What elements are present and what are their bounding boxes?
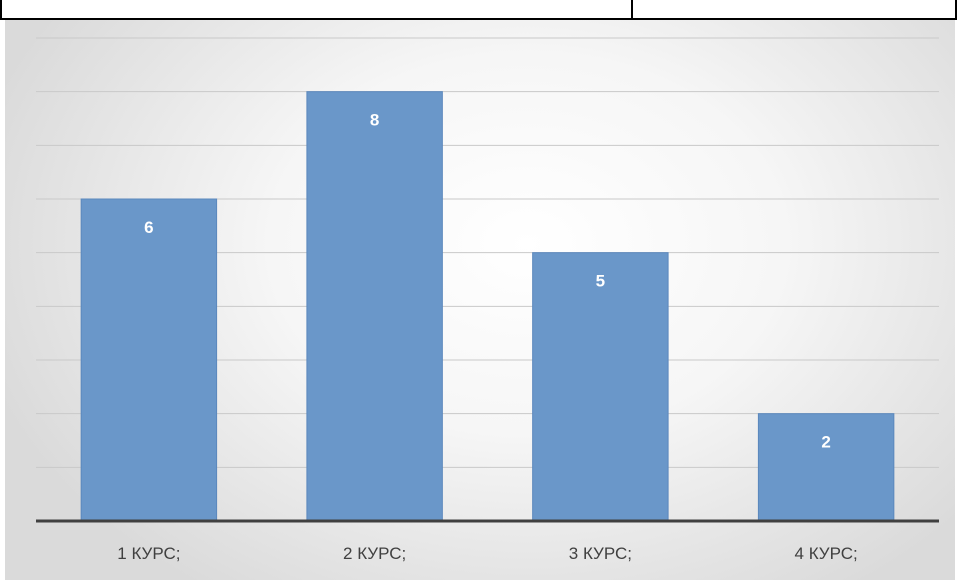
table-cell-divider: [631, 0, 633, 20]
data-label-2: 8: [370, 111, 379, 130]
bars: [80, 91, 895, 522]
x-tick-label-3: 3 КУРС;: [569, 544, 632, 563]
bar-4: [757, 413, 895, 522]
data-label-4: 2: [821, 433, 830, 452]
table-right-border: [955, 0, 957, 20]
data-label-3: 5: [596, 272, 605, 291]
data-labels: 6 8 5 2: [144, 111, 831, 452]
bar-chart-svg: 6 8 5 2 1 КУРС; 2 КУРС; 3 КУРС; 4 КУРС;: [36, 37, 939, 563]
x-tick-label-2: 2 КУРС;: [343, 544, 406, 563]
x-tick-label-4: 4 КУРС;: [795, 544, 858, 563]
table-border-fragment: [0, 0, 957, 20]
x-tick-label-1: 1 КУРС;: [117, 544, 180, 563]
x-tick-labels: 1 КУРС; 2 КУРС; 3 КУРС; 4 КУРС;: [117, 544, 857, 563]
bar-3: [532, 252, 669, 522]
bar-2: [306, 91, 443, 522]
data-label-1: 6: [144, 218, 153, 237]
table-left-border: [0, 0, 2, 20]
bar-1: [80, 198, 218, 522]
bar-chart: 6 8 5 2 1 КУРС; 2 КУРС; 3 КУРС; 4 КУРС;: [5, 20, 955, 580]
